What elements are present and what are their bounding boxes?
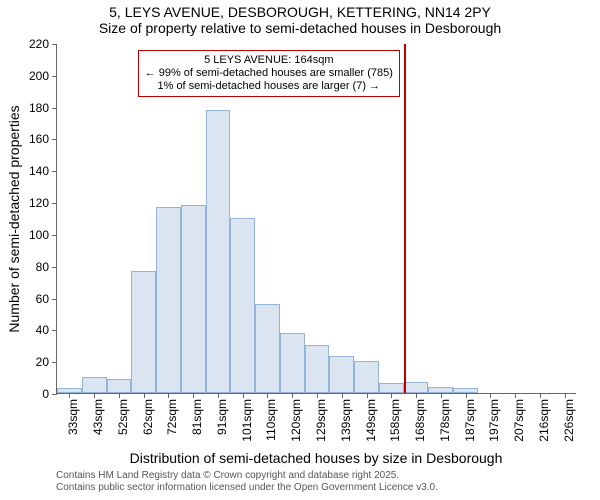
x-tick-line	[515, 393, 516, 398]
y-tick-label: 100	[29, 228, 57, 242]
y-tick-label: 140	[29, 164, 57, 178]
footer: Contains HM Land Registry data © Crown c…	[56, 470, 438, 494]
x-tick-label: 216sqm	[537, 399, 551, 442]
y-tick-label: 80	[36, 260, 57, 274]
footer-line2: Contains public sector information licen…	[56, 482, 438, 494]
y-tick-label: 60	[36, 292, 57, 306]
x-tick-line	[565, 393, 566, 398]
x-tick-label: 139sqm	[339, 399, 353, 442]
x-tick-line	[466, 393, 467, 398]
histogram-bar	[329, 356, 354, 393]
y-axis-title: Number of semi-detached properties	[6, 105, 22, 332]
x-axis-title: Distribution of semi-detached houses by …	[130, 450, 503, 466]
y-tick-label: 20	[36, 355, 57, 369]
x-tick-line	[144, 393, 145, 398]
y-tick-label: 0	[42, 387, 57, 401]
x-tick-label: 52sqm	[116, 399, 130, 435]
histogram-bar	[255, 304, 280, 393]
x-tick-label: 120sqm	[289, 399, 303, 442]
y-tick-label: 220	[29, 37, 57, 51]
histogram-bar	[156, 207, 181, 393]
x-tick-line	[317, 393, 318, 398]
annotation-line: 5 LEYS AVENUE: 164sqm	[145, 54, 393, 67]
x-tick-line	[119, 393, 120, 398]
y-tick-label: 200	[29, 69, 57, 83]
histogram-bar	[206, 110, 231, 393]
y-tick-label: 180	[29, 101, 57, 115]
x-tick-line	[416, 393, 417, 398]
x-tick-label: 187sqm	[463, 399, 477, 442]
histogram-bar	[404, 382, 429, 393]
reference-line	[404, 44, 406, 393]
chart-title-block: 5, LEYS AVENUE, DESBOROUGH, KETTERING, N…	[0, 4, 600, 36]
x-tick-line	[168, 393, 169, 398]
histogram-bar	[230, 218, 255, 393]
annotation-line: 1% of semi-detached houses are larger (7…	[145, 80, 393, 93]
x-tick-label: 81sqm	[190, 399, 204, 435]
histogram-bar	[131, 271, 156, 394]
y-tick-label: 120	[29, 196, 57, 210]
x-tick-label: 101sqm	[240, 399, 254, 442]
x-tick-line	[540, 393, 541, 398]
x-tick-label: 207sqm	[512, 399, 526, 442]
y-tick-label: 160	[29, 132, 57, 146]
x-tick-label: 43sqm	[91, 399, 105, 435]
x-tick-line	[441, 393, 442, 398]
x-tick-line	[69, 393, 70, 398]
chart-title-line1: 5, LEYS AVENUE, DESBOROUGH, KETTERING, N…	[0, 4, 600, 20]
x-tick-line	[94, 393, 95, 398]
histogram-bar	[379, 383, 404, 393]
chart-title-line2: Size of property relative to semi-detach…	[0, 20, 600, 36]
x-tick-label: 149sqm	[364, 399, 378, 442]
x-tick-label: 158sqm	[388, 399, 402, 442]
histogram-bar	[107, 379, 132, 393]
histogram-bar	[82, 377, 107, 393]
x-tick-line	[292, 393, 293, 398]
plot-area: 02040608010012014016018020022033sqm43sqm…	[56, 44, 576, 394]
histogram-bar	[280, 333, 305, 393]
y-tick-label: 40	[36, 323, 57, 337]
x-tick-line	[367, 393, 368, 398]
x-tick-label: 168sqm	[413, 399, 427, 442]
histogram-bar	[181, 205, 206, 393]
x-tick-label: 62sqm	[141, 399, 155, 435]
histogram-bar	[354, 361, 379, 393]
x-tick-label: 72sqm	[165, 399, 179, 435]
x-tick-label: 129sqm	[314, 399, 328, 442]
annotation-box: 5 LEYS AVENUE: 164sqm← 99% of semi-detac…	[138, 50, 400, 97]
x-tick-line	[267, 393, 268, 398]
x-tick-label: 33sqm	[66, 399, 80, 435]
histogram-bar	[305, 345, 330, 393]
x-tick-line	[490, 393, 491, 398]
x-tick-line	[243, 393, 244, 398]
x-tick-label: 226sqm	[562, 399, 576, 442]
x-tick-line	[193, 393, 194, 398]
annotation-line: ← 99% of semi-detached houses are smalle…	[145, 67, 393, 80]
x-tick-line	[342, 393, 343, 398]
x-tick-label: 110sqm	[264, 399, 278, 441]
x-tick-label: 197sqm	[487, 399, 501, 442]
x-tick-label: 178sqm	[438, 399, 452, 442]
x-tick-label: 91sqm	[215, 399, 229, 435]
x-tick-line	[391, 393, 392, 398]
x-tick-line	[218, 393, 219, 398]
footer-line1: Contains HM Land Registry data © Crown c…	[56, 470, 438, 482]
